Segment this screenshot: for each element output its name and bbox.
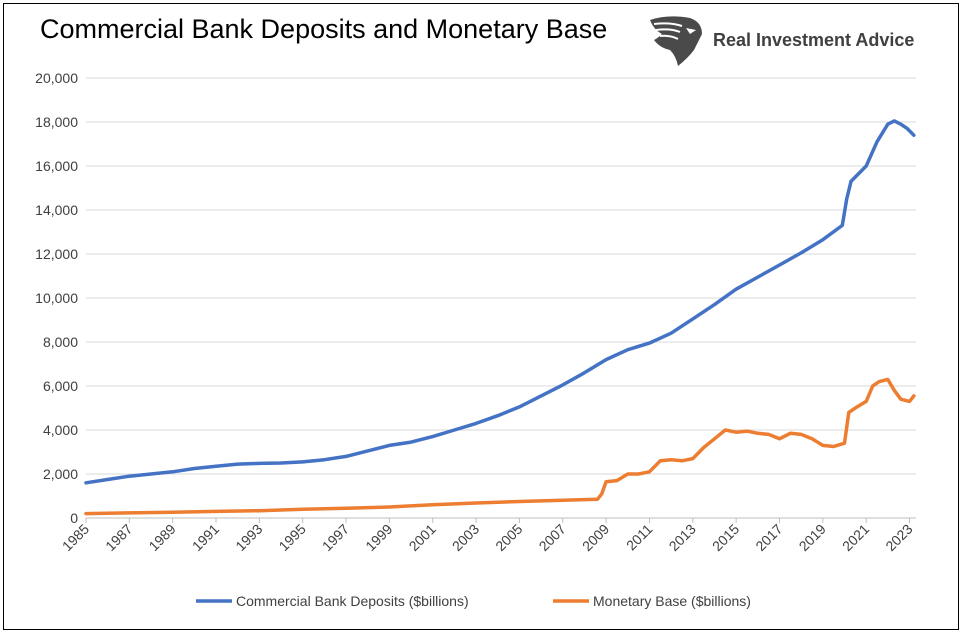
x-tick-label: 2013: [666, 521, 699, 554]
x-tick-label: 1999: [362, 521, 395, 554]
y-tick-label: 0: [70, 510, 78, 526]
x-tick-label: 2009: [579, 521, 612, 554]
x-tick-label: 1989: [145, 521, 178, 554]
x-tick-label: 2023: [882, 521, 915, 554]
brand-name: Real Investment Advice: [713, 30, 915, 50]
x-tick-label: 2019: [796, 521, 829, 554]
x-tick-label: 1991: [189, 521, 222, 554]
y-tick-label: 14,000: [35, 202, 78, 218]
legend-label: Commercial Bank Deposits ($billions): [236, 593, 469, 609]
y-tick-label: 12,000: [35, 246, 78, 262]
y-tick-label: 16,000: [35, 158, 78, 174]
legend-label: Monetary Base ($billions): [593, 593, 751, 609]
y-tick-label: 6,000: [43, 378, 78, 394]
y-tick-label: 20,000: [35, 70, 78, 86]
x-tick-label: 2017: [752, 521, 785, 554]
y-tick-label: 2,000: [43, 466, 78, 482]
x-tick-label: 2015: [709, 521, 742, 554]
y-tick-label: 8,000: [43, 334, 78, 350]
x-tick-label: 2007: [536, 521, 569, 554]
x-tick-label: 1995: [275, 521, 308, 554]
series-line-0: [84, 119, 916, 485]
gridlines: [86, 77, 916, 519]
x-tick-label: 2003: [449, 521, 482, 554]
x-tick-label: 2005: [492, 521, 525, 554]
chart-frame: [3, 3, 959, 630]
y-tick-label: 4,000: [43, 422, 78, 438]
series-lines: [84, 119, 916, 516]
y-axis-ticks: 0 2,000 4,000 6,000 8,000 10,000 12,000 14,000 1…: [35, 70, 78, 526]
x-tick-label: 2021: [839, 521, 872, 554]
x-tick-label: 1987: [102, 521, 135, 554]
x-tick-label: 2011: [623, 521, 656, 554]
x-tick-label: 1985: [59, 521, 92, 554]
x-tick-label: 2001: [406, 521, 439, 554]
series-line-1: [84, 377, 916, 516]
eagle-head-icon: [650, 16, 702, 66]
chart-title: Commercial Bank Deposits and Monetary Ba…: [40, 14, 608, 44]
legend: Commercial Bank Deposits ($billions) Mone…: [196, 593, 751, 609]
y-tick-label: 10,000: [35, 290, 78, 306]
x-tick-label: 1997: [319, 521, 352, 554]
y-tick-label: 18,000: [35, 114, 78, 130]
x-tick-label: 1993: [232, 521, 265, 554]
x-axis: 1985 1987 1989 1991 1993 1995 1997 1999 2001 2003…: [59, 518, 916, 554]
